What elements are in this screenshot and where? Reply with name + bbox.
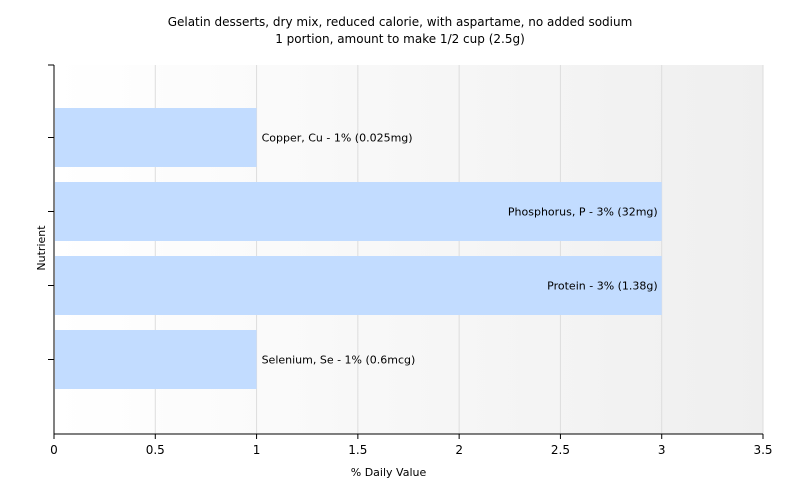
x-tick-label: 0.5 [146,443,165,457]
chart-subtitle: 1 portion, amount to make 1/2 cup (2.5g) [275,32,525,46]
x-tick-label: 2 [455,443,463,457]
bar [55,256,662,315]
bar-label: Phosphorus, P - 3% (32mg) [508,206,658,219]
bar-label: Copper, Cu - 1% (0.025mg) [262,132,413,145]
bar [55,108,257,167]
x-tick-label: 3.5 [753,443,772,457]
bar [55,330,257,389]
bar-label: Selenium, Se - 1% (0.6mcg) [262,354,416,367]
y-axis-label: Nutrient [35,225,48,271]
x-tick-label: 2.5 [551,443,570,457]
chart-title: Gelatin desserts, dry mix, reduced calor… [167,15,633,29]
bar-label: Protein - 3% (1.38g) [547,280,658,293]
bar [55,182,662,241]
x-tick-label: 3 [658,443,666,457]
x-axis-label: % Daily Value [351,466,427,479]
x-tick-label: 1 [253,443,261,457]
x-tick-label: 1.5 [348,443,367,457]
x-tick-label: 0 [50,443,58,457]
